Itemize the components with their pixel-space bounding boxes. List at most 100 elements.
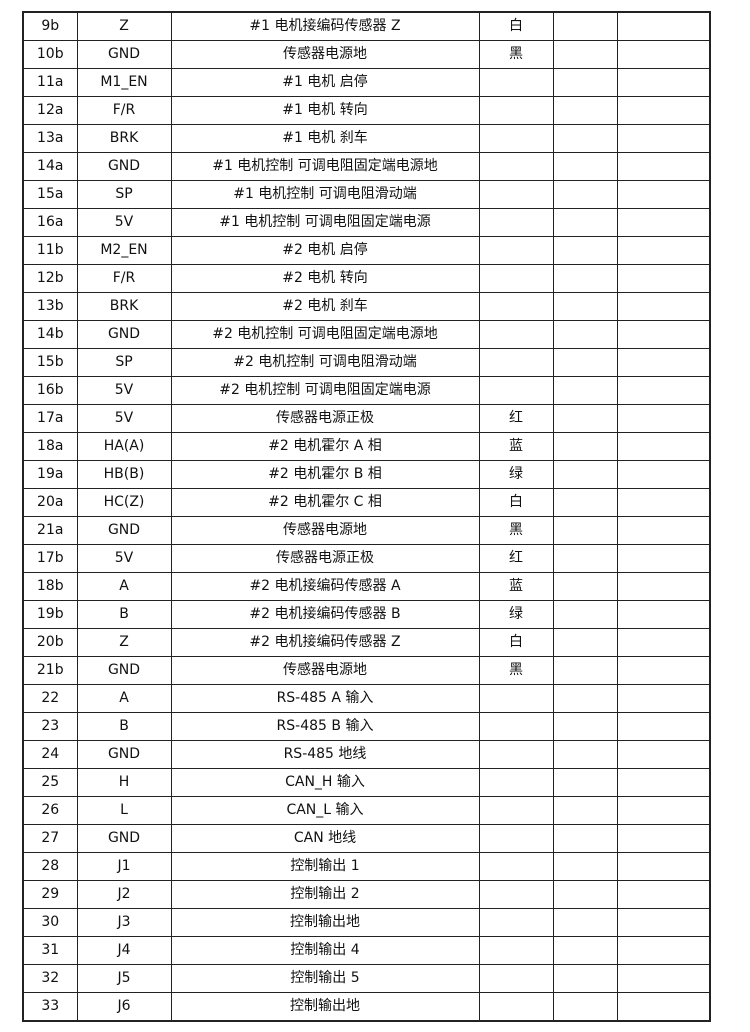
cell-wire-color <box>478 152 554 181</box>
table-row: 21b GND 传感器电源地黑 <box>22 656 711 685</box>
cell-blank <box>552 852 618 881</box>
cell-pin-number: 31 <box>22 936 78 965</box>
cell-wire-color <box>478 712 554 741</box>
cell-wire-color: 绿 <box>478 460 554 489</box>
cell-blank <box>616 264 711 293</box>
cell-signal-name: SP <box>76 348 172 377</box>
cell-signal-name: HB(B) <box>76 460 172 489</box>
cell-signal-name: F/R <box>76 264 172 293</box>
cell-wire-color <box>478 208 554 237</box>
cell-description: #2 电机 转向 <box>170 264 480 293</box>
cell-blank <box>552 964 618 993</box>
cell-pin-number: 25 <box>22 768 78 797</box>
cell-blank <box>552 488 618 517</box>
table-row: 23 B RS-485 B 输入 <box>22 712 711 741</box>
cell-pin-number: 11a <box>22 68 78 97</box>
cell-blank <box>616 404 711 433</box>
cell-pin-number: 33 <box>22 992 78 1022</box>
cell-pin-number: 27 <box>22 824 78 853</box>
table-row: 22 A RS-485 A 输入 <box>22 684 711 713</box>
cell-description: 传感器电源正极 <box>170 544 480 573</box>
table-row: 31 J4 控制输出 4 <box>22 936 711 965</box>
cell-description: #2 电机接编码传感器 B <box>170 600 480 629</box>
table-row: 14a GND #1 电机控制 可调电阻固定端电源地 <box>22 152 711 181</box>
cell-signal-name: GND <box>76 656 172 685</box>
cell-description: #2 电机霍尔 C 相 <box>170 488 480 517</box>
table-row: 15b SP #2 电机控制 可调电阻滑动端 <box>22 348 711 377</box>
cell-wire-color <box>478 376 554 405</box>
cell-wire-color <box>478 68 554 97</box>
cell-blank <box>616 236 711 265</box>
cell-signal-name: Z <box>76 11 172 41</box>
table-row: 29 J2 控制输出 2 <box>22 880 711 909</box>
cell-pin-number: 20a <box>22 488 78 517</box>
cell-signal-name: J2 <box>76 880 172 909</box>
cell-blank <box>616 124 711 153</box>
table-row: 11a M1_EN #1 电机 启停 <box>22 68 711 97</box>
cell-pin-number: 17b <box>22 544 78 573</box>
table-row: 17b 5V 传感器电源正极红 <box>22 544 711 573</box>
cell-blank <box>616 908 711 937</box>
cell-wire-color: 红 <box>478 404 554 433</box>
table-row: 27 GND CAN 地线 <box>22 824 711 853</box>
cell-blank <box>616 376 711 405</box>
cell-pin-number: 20b <box>22 628 78 657</box>
cell-signal-name: SP <box>76 180 172 209</box>
cell-blank <box>552 656 618 685</box>
cell-pin-number: 23 <box>22 712 78 741</box>
cell-pin-number: 9b <box>22 11 78 41</box>
cell-blank <box>616 348 711 377</box>
table-row: 12a F/R #1 电机 转向 <box>22 96 711 125</box>
cell-blank <box>552 68 618 97</box>
cell-pin-number: 14a <box>22 152 78 181</box>
cell-pin-number: 18b <box>22 572 78 601</box>
cell-wire-color: 白 <box>478 11 554 41</box>
cell-pin-number: 22 <box>22 684 78 713</box>
table-row: 32 J5 控制输出 5 <box>22 964 711 993</box>
cell-pin-number: 12a <box>22 96 78 125</box>
cell-blank <box>552 292 618 321</box>
cell-blank <box>552 572 618 601</box>
cell-description: #1 电机控制 可调电阻固定端电源 <box>170 208 480 237</box>
cell-blank <box>552 180 618 209</box>
cell-description: #2 电机接编码传感器 A <box>170 572 480 601</box>
cell-description: #1 电机控制 可调电阻滑动端 <box>170 180 480 209</box>
cell-signal-name: BRK <box>76 124 172 153</box>
cell-signal-name: GND <box>76 152 172 181</box>
cell-description: #2 电机控制 可调电阻固定端电源 <box>170 376 480 405</box>
table-row: 20a HC(Z) #2 电机霍尔 C 相白 <box>22 488 711 517</box>
cell-signal-name: J3 <box>76 908 172 937</box>
cell-description: #1 电机 启停 <box>170 68 480 97</box>
cell-signal-name: 5V <box>76 208 172 237</box>
cell-wire-color: 红 <box>478 544 554 573</box>
cell-wire-color <box>478 96 554 125</box>
cell-description: 传感器电源正极 <box>170 404 480 433</box>
cell-blank <box>552 264 618 293</box>
cell-wire-color <box>478 236 554 265</box>
cell-wire-color <box>478 684 554 713</box>
cell-wire-color <box>478 768 554 797</box>
cell-signal-name: J1 <box>76 852 172 881</box>
cell-blank <box>552 992 618 1022</box>
cell-wire-color: 黑 <box>478 516 554 545</box>
cell-pin-number: 32 <box>22 964 78 993</box>
cell-signal-name: GND <box>76 320 172 349</box>
cell-description: CAN_H 输入 <box>170 768 480 797</box>
cell-signal-name: 5V <box>76 404 172 433</box>
table-row: 25 H CAN_H 输入 <box>22 768 711 797</box>
cell-wire-color: 蓝 <box>478 432 554 461</box>
cell-pin-number: 19a <box>22 460 78 489</box>
cell-signal-name: 5V <box>76 544 172 573</box>
cell-pin-number: 12b <box>22 264 78 293</box>
cell-pin-number: 13a <box>22 124 78 153</box>
cell-wire-color <box>478 264 554 293</box>
cell-description: 控制输出 1 <box>170 852 480 881</box>
cell-blank <box>552 320 618 349</box>
cell-wire-color: 蓝 <box>478 572 554 601</box>
cell-description: 控制输出 4 <box>170 936 480 965</box>
cell-blank <box>616 824 711 853</box>
table-row: 33 J6 控制输出地 <box>22 992 711 1022</box>
cell-wire-color <box>478 964 554 993</box>
